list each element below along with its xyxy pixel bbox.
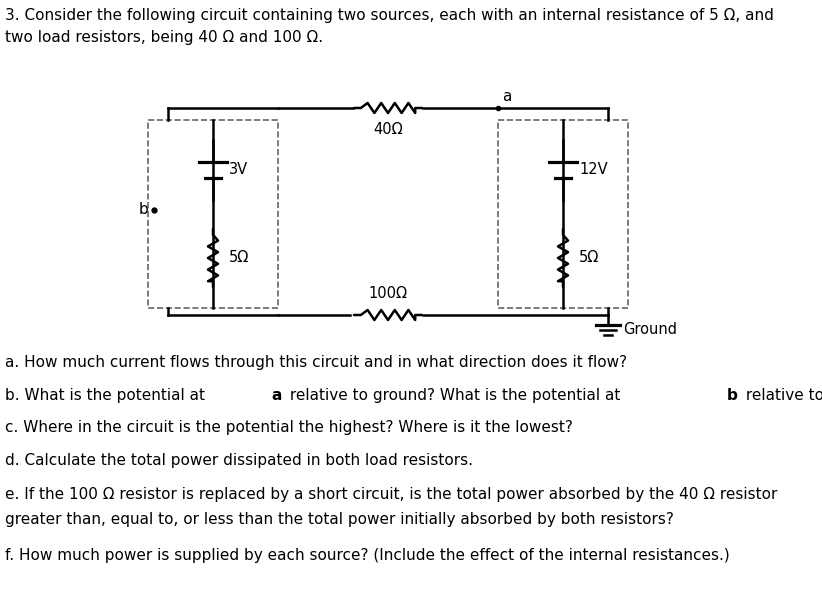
Text: e. If the 100 Ω resistor is replaced by a short circuit, is the total power abso: e. If the 100 Ω resistor is replaced by … <box>5 487 778 502</box>
Text: 5Ω: 5Ω <box>229 250 249 266</box>
Text: relative to ground?: relative to ground? <box>741 388 822 403</box>
Text: b. What is the potential at: b. What is the potential at <box>5 388 210 403</box>
Text: f. How much power is supplied by each source? (Include the effect of the interna: f. How much power is supplied by each so… <box>5 548 730 563</box>
Text: two load resistors, being 40 Ω and 100 Ω.: two load resistors, being 40 Ω and 100 Ω… <box>5 30 323 45</box>
Text: 40Ω: 40Ω <box>373 122 403 137</box>
Text: d. Calculate the total power dissipated in both load resistors.: d. Calculate the total power dissipated … <box>5 453 473 468</box>
Bar <box>498 120 628 308</box>
Text: a. How much current flows through this circuit and in what direction does it flo: a. How much current flows through this c… <box>5 355 627 370</box>
Text: a: a <box>271 388 281 403</box>
Text: 100Ω: 100Ω <box>368 286 408 301</box>
Text: 5Ω: 5Ω <box>579 250 599 266</box>
Text: c. Where in the circuit is the potential the highest? Where is it the lowest?: c. Where in the circuit is the potential… <box>5 420 573 435</box>
Text: relative to ground? What is the potential at: relative to ground? What is the potentia… <box>284 388 625 403</box>
Text: 3. Consider the following circuit containing two sources, each with an internal : 3. Consider the following circuit contai… <box>5 8 774 23</box>
Text: a: a <box>502 89 511 104</box>
Text: greater than, equal to, or less than the total power initially absorbed by both : greater than, equal to, or less than the… <box>5 512 674 527</box>
Text: b: b <box>138 203 148 217</box>
Text: b: b <box>727 388 737 403</box>
Text: 3V: 3V <box>229 163 248 177</box>
Text: Ground: Ground <box>623 323 677 337</box>
Text: 12V: 12V <box>579 163 607 177</box>
Bar <box>148 120 278 308</box>
